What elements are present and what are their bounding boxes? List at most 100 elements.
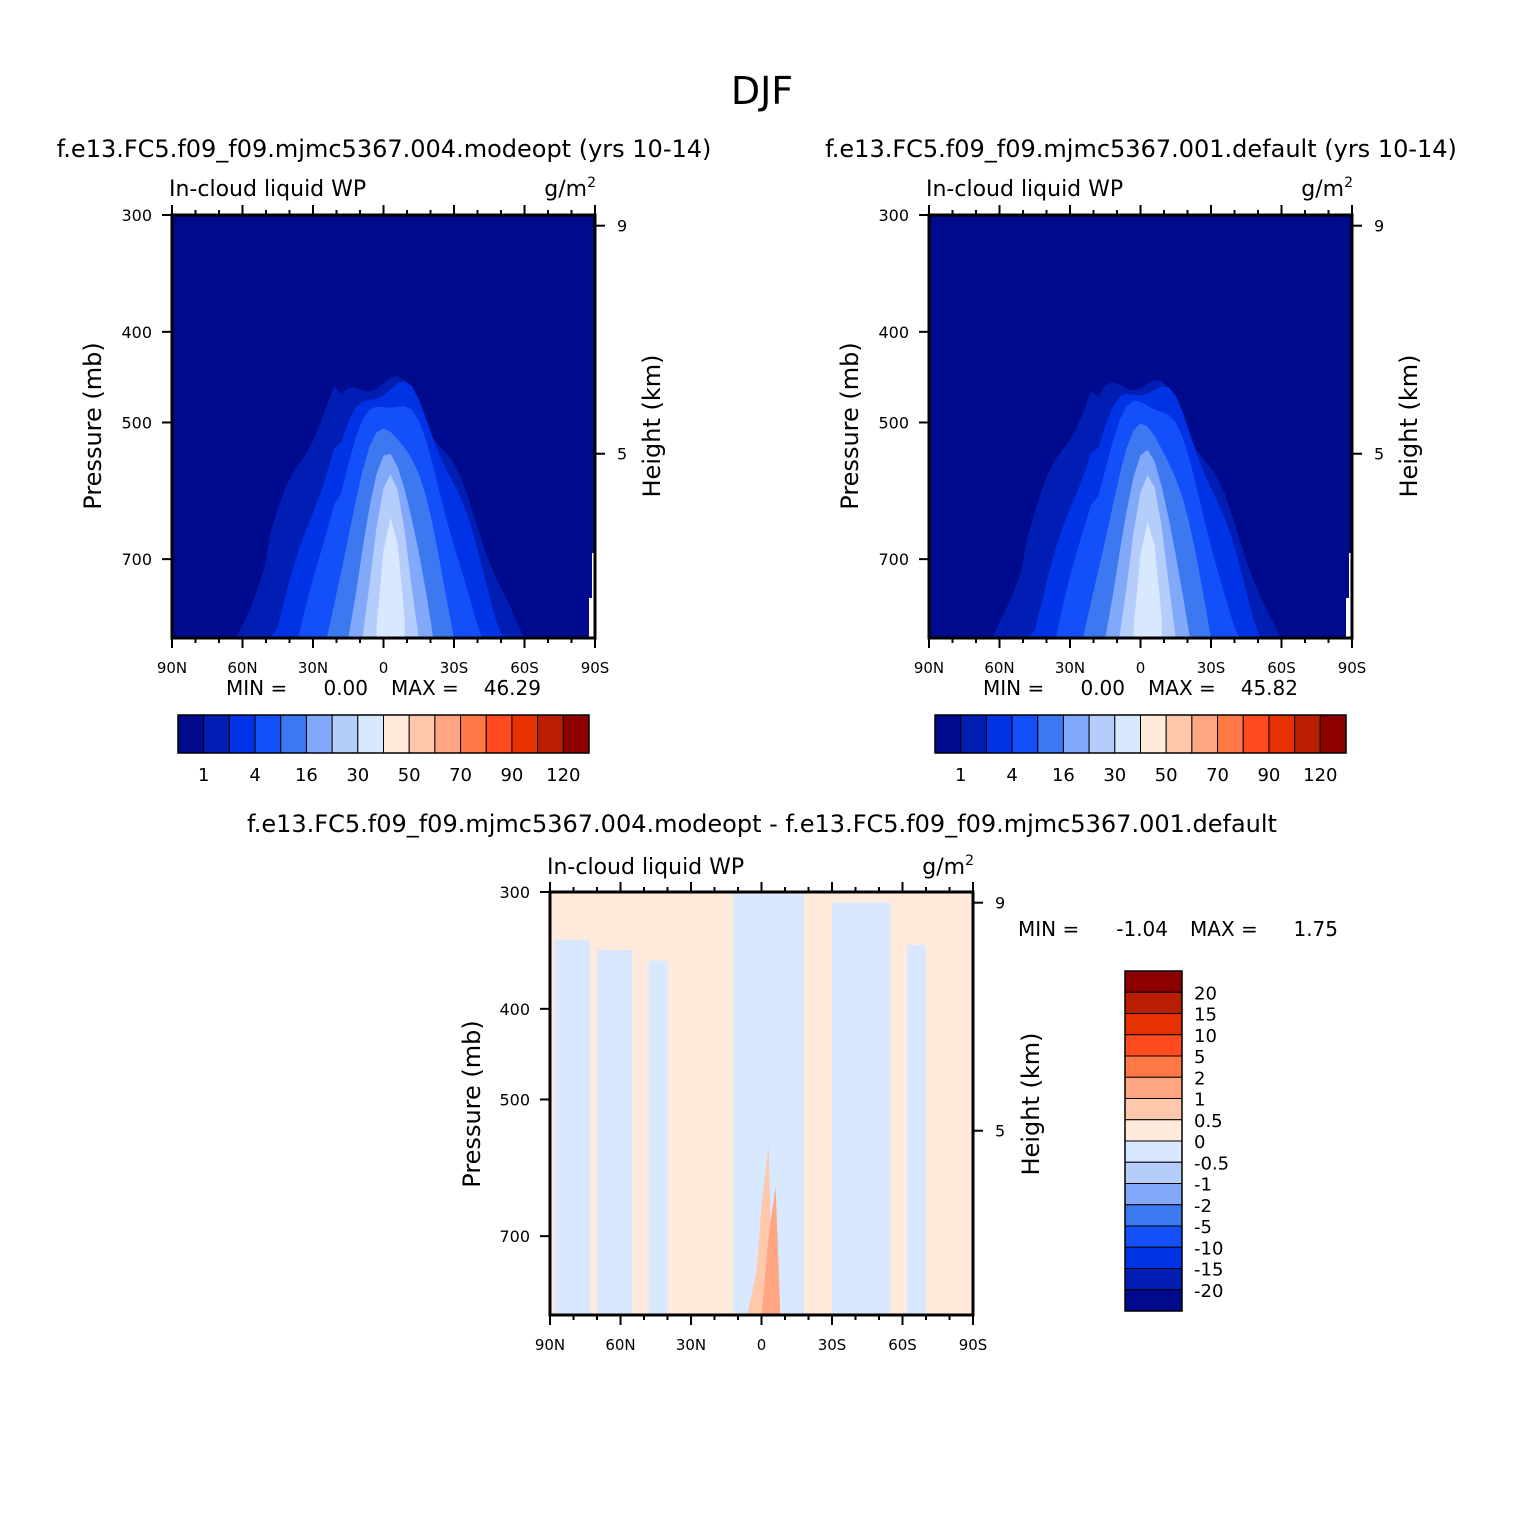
panel-difference-y-tick-label: 500 <box>499 1090 530 1109</box>
panel-difference-colorbar-label: -0.5 <box>1194 1153 1229 1174</box>
panel-difference-ylabel: Pressure (mb) <box>458 1020 486 1187</box>
panel-modeopt-x-tick-label: 30N <box>298 659 328 677</box>
panel-default-y-tick-label: 500 <box>878 413 909 432</box>
panel-default-colorbar-label: 70 <box>1206 765 1229 786</box>
panel-default-x-tick-label: 30N <box>1055 659 1085 677</box>
panel-default-min-value: 0.00 <box>1080 676 1125 700</box>
panel-default-colorbar-box <box>1062 714 1090 754</box>
panel-default-colorbar-label: 4 <box>1006 765 1017 786</box>
panel-default-x-tick-label: 0 <box>1136 659 1146 677</box>
panel-difference-colorbar-box <box>1124 1289 1183 1312</box>
panel-default-colorbar-frame <box>934 714 1347 754</box>
panel-default-colorbar: 1 4 16 30 50 70 90 120 <box>934 714 1347 786</box>
panel-modeopt-max-label: MAX = <box>391 676 459 700</box>
panel-difference-plot-area: 90N 60N 30N 0 30S 60S 90S 300 400 500 700 9 5 <box>499 882 1005 1354</box>
panel-modeopt-colorbar-box <box>331 714 359 754</box>
panel-default-colorbar-label: 120 <box>1303 765 1337 786</box>
panel-modeopt-colorbar-box <box>408 714 436 754</box>
panel-modeopt-colorbar-box <box>357 714 384 754</box>
panel-difference-colorbar-box <box>1124 970 1183 993</box>
panel-modeopt-x-tick-label: 0 <box>379 659 389 677</box>
panel-default-variable: In-cloud liquid WP <box>926 177 1123 202</box>
panel-modeopt-ylabel: Pressure (mb) <box>79 342 107 509</box>
panel-difference-y-tick-label: 300 <box>499 883 530 902</box>
panel-default-colorbar-box <box>1268 714 1296 754</box>
panel-modeopt-colorbar-label: 1 <box>198 765 209 786</box>
panel-difference-colorbar-label: 10 <box>1194 1026 1217 1047</box>
panel-difference-colorbar-box <box>1124 1246 1183 1269</box>
panel-modeopt-colorbar-box <box>460 714 487 754</box>
panel-modeopt-colorbar-box <box>537 714 564 754</box>
panel-difference-colorbar-box <box>1124 1013 1183 1036</box>
panel-modeopt-units: g/m2 <box>544 175 596 202</box>
panel-difference-colorbar-label: 5 <box>1194 1047 1205 1068</box>
panel-default-colorbar-label: 1 <box>955 765 966 786</box>
panel-difference-min-label: MIN = <box>1018 917 1079 941</box>
panel-default-y-tick-label: 400 <box>878 323 909 342</box>
panel-difference-min-value: -1.04 <box>1116 917 1168 941</box>
panel-difference-colorbar-box <box>1124 1055 1183 1078</box>
panel-default-units: g/m2 <box>1301 175 1353 202</box>
panel-default-colorbar-box <box>960 714 987 754</box>
panel-modeopt-colorbar-box <box>177 714 205 754</box>
panel-difference-colorbar-box <box>1124 1140 1183 1163</box>
panel-default-x-tick-label: 30S <box>1197 659 1226 677</box>
panel-modeopt-colorbar-box <box>203 714 230 754</box>
panel-modeopt-title: f.e13.FC5.f09_f09.mjmc5367.004.modeopt (… <box>57 135 712 163</box>
panel-default-y-right-tick-label: 9 <box>1374 217 1384 236</box>
panel-modeopt-colorbar-label: 90 <box>500 765 523 786</box>
panel-modeopt: f.e13.FC5.f09_f09.mjmc5367.004.modeopt (… <box>57 135 712 786</box>
panel-modeopt-colorbar: 1 4 16 30 50 70 90 120 <box>177 714 590 786</box>
panel-default-x-tick-label: 60N <box>984 659 1014 677</box>
panel-default-colorbar-box <box>1217 714 1244 754</box>
panel-default-colorbar-box <box>1294 714 1321 754</box>
panel-difference-y-tick-label: 700 <box>499 1227 530 1246</box>
panel-default-y-tick-label: 700 <box>878 550 909 569</box>
panel-difference-colorbar-label: -20 <box>1194 1281 1223 1302</box>
panel-modeopt-x-tick-label: 30S <box>440 659 469 677</box>
panel-default-max-value: 45.82 <box>1241 676 1298 700</box>
panel-modeopt-colorbar-box <box>383 714 410 754</box>
panel-difference-x-tick-label: 30N <box>676 1336 706 1354</box>
panel-modeopt-x-tick-label: 90S <box>581 659 610 677</box>
panel-modeopt-min-label: MIN = <box>226 676 287 700</box>
panel-modeopt-colorbar-box <box>280 714 307 754</box>
panel-modeopt-max-value: 46.29 <box>484 676 541 700</box>
panel-difference-x-tick-label: 0 <box>757 1336 767 1354</box>
panel-modeopt-colorbar-box <box>228 714 256 754</box>
panel-difference-colorbar-box <box>1124 1161 1183 1184</box>
panel-difference-colorbar-label: 15 <box>1194 1005 1217 1026</box>
panel-default-colorbar-box <box>1242 714 1270 754</box>
panel-difference-max-value: 1.75 <box>1293 917 1338 941</box>
panel-default-ylabel: Pressure (mb) <box>836 342 864 509</box>
panel-modeopt-colorbar-label: 50 <box>398 765 421 786</box>
panel-modeopt-colorbar-box <box>485 714 513 754</box>
panel-default-max-label: MAX = <box>1148 676 1216 700</box>
panel-default-title: f.e13.FC5.f09_f09.mjmc5367.001.default (… <box>825 135 1457 163</box>
panel-default-colorbar-box <box>1140 714 1167 754</box>
panel-difference-colorbar-label: -2 <box>1194 1196 1212 1217</box>
panel-difference-y-right-tick-label: 5 <box>995 1122 1005 1141</box>
panel-difference-title: f.e13.FC5.f09_f09.mjmc5367.004.modeopt -… <box>247 810 1277 838</box>
panel-difference-positive-core-strong <box>761 1186 781 1315</box>
panel-default-colorbar-box <box>1319 714 1347 754</box>
panel-difference-colorbar-label: 1 <box>1194 1090 1205 1111</box>
panel-modeopt-y-tick-label: 500 <box>121 413 152 432</box>
panel-default-min-label: MIN = <box>983 676 1044 700</box>
page-title: DJF <box>731 69 793 113</box>
panel-difference-negative-band <box>907 944 926 1315</box>
panel-difference-x-tick-label: 30S <box>818 1336 847 1354</box>
panel-difference-x-tick-label: 90N <box>535 1336 565 1354</box>
panel-default-x-tick-label: 60S <box>1267 659 1296 677</box>
panel-difference-colorbar-box <box>1124 991 1183 1014</box>
panel-modeopt-colorbar-box <box>305 714 333 754</box>
panel-default-colorbar-box <box>1114 714 1141 754</box>
panel-modeopt-colorbar-box <box>562 714 590 754</box>
panel-modeopt-colorbar-box <box>511 714 539 754</box>
panel-default-x-tick-label: 90S <box>1338 659 1367 677</box>
panel-default-colorbar-box <box>1165 714 1193 754</box>
panel-modeopt-y-tick-label: 700 <box>121 550 152 569</box>
panel-modeopt-plot-area: 90N 60N 30N 0 30S 60S 90S 300 400 500 700 9 5 <box>121 205 627 677</box>
panel-difference-colorbar-label: 2 <box>1194 1068 1205 1089</box>
